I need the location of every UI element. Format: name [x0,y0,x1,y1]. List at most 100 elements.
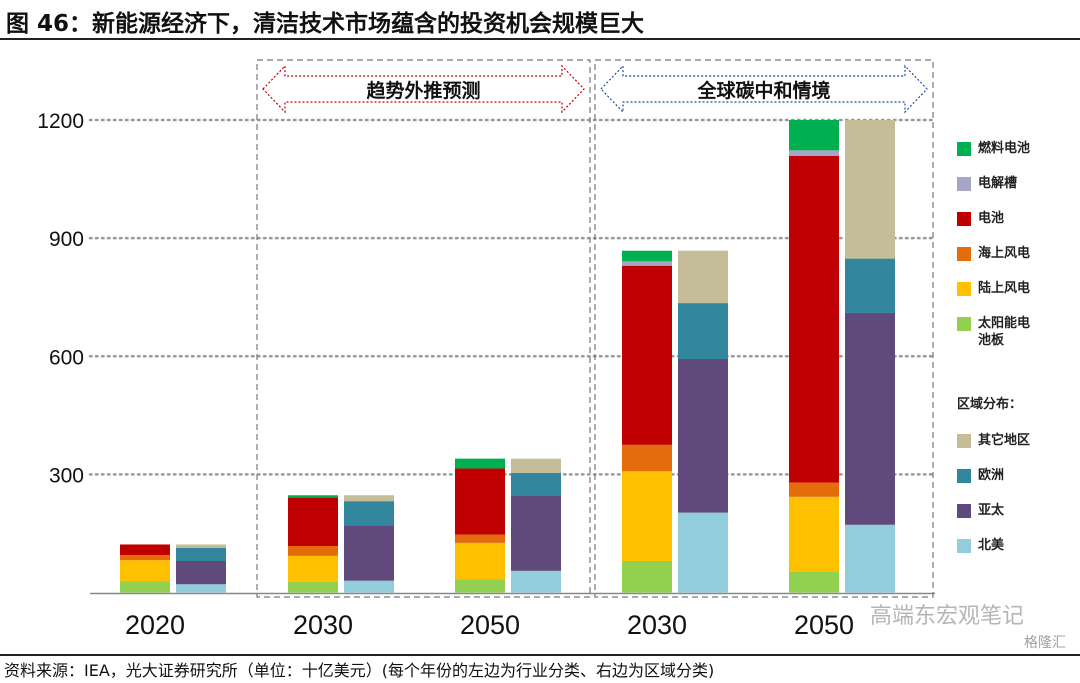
legend-label: 海上风电 [978,246,1031,261]
scenario-label: 全球碳中和情境 [696,79,830,102]
x-category-label: 2050 [794,610,854,640]
technology-bar-segment [288,546,338,556]
region-bar-segment [344,580,394,593]
technology-bar-segment [120,555,170,561]
technology-bar-segment [288,495,338,498]
legend-label: 北美 [978,538,1005,553]
technology-bar-segment [622,261,672,266]
x-category-label: 2030 [293,610,353,640]
region-bar-segment [176,548,226,561]
legend-item: 其它地区 [957,432,1030,449]
legend-swatch [957,212,971,226]
legend-swatch [957,317,971,331]
legend-swatch [957,469,971,483]
legend-item: 北美 [957,537,1030,554]
legend-swatch [957,434,971,448]
x-category-label: 2020 [125,610,185,640]
legend-label: 电解槽 [978,176,1018,191]
legend-item: 亚太 [957,502,1030,519]
y-tick-label: 1200 [37,110,84,133]
region-bar-segment [845,312,895,525]
technology-bar-segment [455,458,505,469]
legend-item: 太阳能电池板 [957,315,1030,349]
scenario-box [594,59,934,598]
legend-region-heading: 区域分布： [957,397,1023,412]
technology-bar-segment [789,496,839,572]
legend-item: 海上风电 [957,245,1030,262]
footer-divider [0,654,1080,656]
region-bar-segment [176,561,226,585]
region-bar-segment [845,258,895,313]
region-bar-segment [511,570,561,593]
technology-bar-segment [622,561,672,593]
region-bar-segment [678,250,728,304]
y-tick-label: 300 [49,464,84,487]
legend-label: 其它地区 [978,433,1031,448]
source-note: 资料来源：IEA，光大证券研究所（单位：十亿美元）(每个年份的左边为行业分类、右… [4,661,715,680]
technology-bar-segment [622,265,672,445]
technology-bar-segment [455,579,505,593]
region-bar-segment [511,458,561,473]
double-arrow-icon [262,64,585,114]
technology-bar-segment [120,544,170,556]
legend-label: 陆上风电 [978,281,1031,296]
legend-item: 陆上风电 [957,280,1030,297]
technology-bar-segment [789,155,839,483]
legend-label: 亚太 [978,503,1005,518]
technology-bar-segment [288,581,338,593]
technology-bar-segment [288,555,338,582]
scenario-label: 趋势外推预测 [366,79,480,102]
technology-bar-segment [789,150,839,156]
region-bar-segment [678,303,728,360]
region-bar-segment [344,525,394,581]
region-bar-segment [678,359,728,513]
technology-bar-segment [455,468,505,535]
legend-swatch [957,247,971,261]
legend-item: 燃料电池 [957,140,1030,157]
technology-bar-segment [789,482,839,497]
watermark: 高端东宏观笔记 [870,604,1025,629]
watermark-logo: 格隆汇 [1024,635,1066,651]
region-bar-segment [511,472,561,496]
technology-bar-segment [120,560,170,582]
legend-label: 燃料电池 [978,141,1031,156]
technology-bar-segment [288,497,338,547]
technology-bar-segment [622,444,672,472]
region-bar-segment [511,495,561,571]
region-bar-segment [845,120,895,259]
technology-bar-segment [622,471,672,561]
scenario-box [256,59,591,598]
legend-label: 欧洲 [978,468,1005,483]
technology-bar-segment [120,581,170,593]
legend-swatch [957,282,971,296]
region-bar-segment [344,495,394,502]
legend: 燃料电池电解槽电池海上风电陆上风电太阳能电池板区域分布： 其它地区欧洲亚太北美 [957,140,1030,572]
x-category-label: 2030 [627,610,687,640]
region-bar-segment [845,524,895,593]
y-tick-label: 600 [49,346,84,369]
figure-title: 图 46：新能源经济下，清洁技术市场蕴含的投资机会规模巨大 [6,11,645,37]
legend-item: 电池 [957,210,1030,227]
technology-bar-segment [455,534,505,543]
legend-swatch [957,539,971,553]
title-divider [0,38,1080,40]
region-bar-segment [176,584,226,593]
legend-swatch [957,504,971,518]
technology-bar-segment [789,120,839,151]
legend-label: 电池 [978,211,1005,226]
legend-swatch [957,177,971,191]
legend-item: 欧洲 [957,467,1030,484]
region-bar-segment [678,512,728,593]
x-category-label: 2050 [460,610,520,640]
legend-item: 电解槽 [957,175,1030,192]
technology-bar-segment [789,571,839,593]
region-bar-segment [344,501,394,526]
legend-label: 太阳能电池板 [978,316,1031,348]
technology-bar-segment [455,542,505,580]
legend-swatch [957,142,971,156]
y-tick-label: 900 [49,228,84,251]
technology-bar-segment [622,250,672,262]
region-bar-segment [176,544,226,549]
